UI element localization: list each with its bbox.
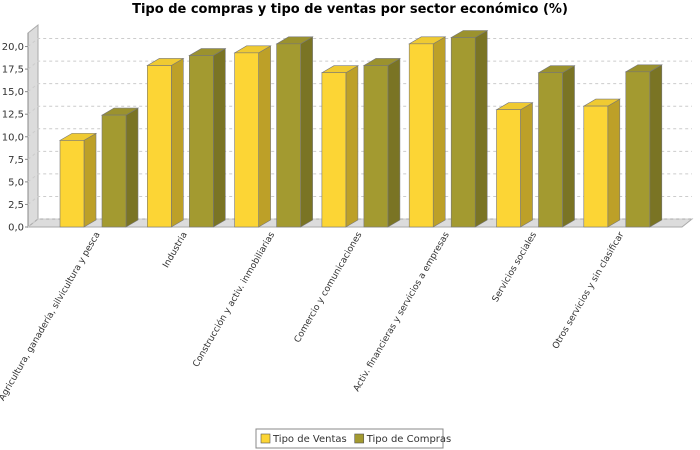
x-tick-label: Agricultura, ganadería, silvicultura y p… — [0, 231, 103, 403]
bar-side — [649, 64, 663, 228]
grid-line — [27, 38, 692, 47]
bar-front — [189, 55, 214, 228]
bar-side — [607, 98, 621, 228]
legend-swatch — [354, 433, 365, 444]
x-tick-label: Activ. financieras y servicios a empresa… — [352, 230, 452, 393]
bar-side — [171, 57, 184, 228]
bar-side — [125, 107, 139, 228]
bar — [146, 57, 185, 228]
bar-front — [147, 65, 172, 228]
bar-side — [258, 45, 271, 228]
bar-front — [234, 52, 259, 228]
bar-side — [387, 57, 401, 228]
bar-front — [408, 43, 434, 228]
bar-front — [59, 140, 85, 228]
grid-line — [27, 173, 692, 183]
bar-front — [276, 43, 301, 228]
legend-box — [255, 428, 444, 449]
bar-front — [538, 72, 563, 228]
legend-label: Tipo de Compras — [366, 434, 452, 445]
grid-line — [27, 150, 692, 160]
y-tick-label: 10,0 — [2, 132, 24, 143]
y-tick-label: 20,0 — [2, 42, 24, 53]
bar-front — [450, 37, 476, 228]
y-tick-label: 7,5 — [8, 155, 24, 166]
bar — [537, 65, 576, 228]
y-tick-label: 5,0 — [8, 177, 24, 188]
grid-line — [27, 83, 692, 93]
bar-front — [625, 71, 651, 228]
bar-front — [363, 65, 389, 228]
bar — [188, 48, 227, 228]
bar-side — [213, 48, 226, 228]
x-tick-label: Industria — [161, 231, 190, 270]
bar — [624, 64, 663, 228]
grid-line — [27, 128, 692, 138]
legend: Tipo de Ventas Tipo de Compras — [255, 428, 452, 449]
bar-front — [101, 114, 127, 228]
bar — [58, 132, 98, 228]
bar — [408, 36, 447, 228]
legend-label: Tipo de Ventas — [272, 434, 347, 445]
bar — [582, 98, 621, 228]
grid-line — [27, 105, 692, 115]
bar — [362, 57, 402, 228]
bar — [100, 107, 140, 228]
x-tick-label: Otros servicios y sin clasificar — [551, 230, 626, 351]
bar — [233, 45, 272, 228]
bar-side — [474, 29, 488, 228]
y-tick-label: 15,0 — [2, 87, 24, 98]
bar — [450, 29, 489, 228]
y-tick-label: 0,0 — [8, 223, 24, 234]
x-tick-label: Comercio y comunicaciones — [293, 230, 365, 344]
legend-swatch — [260, 433, 271, 444]
x-tick-label: Servicios sociales — [491, 230, 539, 304]
bar-front — [321, 72, 347, 228]
grid-line — [27, 195, 692, 205]
bar — [275, 36, 314, 228]
bar-front — [496, 109, 521, 228]
bar-side — [300, 36, 313, 228]
y-tick-label: 2,5 — [8, 200, 24, 211]
bar — [320, 65, 360, 228]
x-tick-label: Construcción y activ. inmobiliarias — [191, 230, 278, 369]
bar-side — [345, 65, 359, 228]
bar-side — [83, 132, 97, 228]
grid-line — [27, 218, 692, 228]
bar-side — [562, 65, 575, 228]
bar-side — [520, 102, 533, 228]
bar — [495, 102, 534, 228]
y-tick-label: 17,5 — [2, 65, 24, 76]
bar-front — [583, 105, 609, 228]
chart-title: Tipo de compras y tipo de ventas por sec… — [132, 2, 568, 17]
left-wall — [27, 23, 39, 229]
grid-line — [27, 60, 692, 70]
bar-side — [432, 36, 446, 228]
y-tick-label: 12,5 — [2, 110, 24, 121]
